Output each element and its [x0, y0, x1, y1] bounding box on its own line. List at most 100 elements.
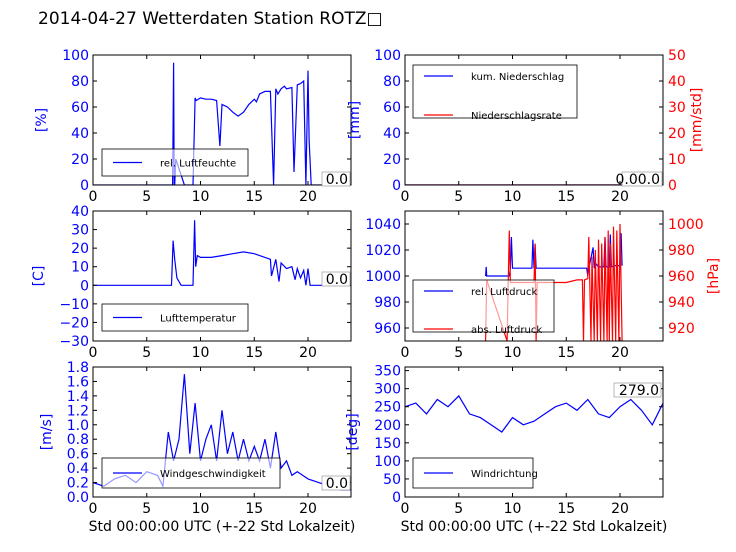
legend-label: Windrichtung [471, 469, 538, 480]
y-tick-label: 20 [71, 152, 89, 168]
x-tick-label: 15 [245, 501, 263, 517]
series-line-wind_dir-0 [405, 394, 663, 433]
y2-axis-label: [hPa] [706, 258, 722, 294]
x-axis-label: Std 00:00:00 UTC (+-22 Std Lokalzeit) [401, 519, 668, 535]
current-value: 0.0 [326, 172, 348, 188]
current-value-box [321, 171, 351, 187]
y2-tick-label: 40 [668, 74, 686, 90]
plot-frame [92, 366, 352, 498]
x-tick-label: 0 [401, 189, 410, 205]
chart-pressure: 0 5 10 15 20 960 980 1000 1020 1040 920 940 960 980 10… [365, 210, 722, 361]
y-tick-label: 100 [374, 48, 401, 64]
current-value-box [321, 475, 351, 491]
y-tick-label: 80 [383, 74, 401, 90]
legend: Lufttemperatur [101, 303, 249, 332]
x-tick-label: 0 [89, 501, 98, 517]
y-tick-label: 0.0 [67, 490, 89, 506]
x-tick-label: 0 [401, 345, 410, 361]
x-tick-label: 20 [299, 345, 317, 361]
y-tick-label: 0 [80, 178, 89, 194]
y-tick-label: 960 [374, 321, 401, 337]
x-tick-label: 10 [192, 501, 210, 517]
y-tick-label: 40 [71, 126, 89, 142]
x-tick-label: 15 [245, 345, 263, 361]
y2-tick-label: 940 [668, 295, 695, 311]
current-value: 0.0 [326, 476, 348, 492]
y-tick-label: 0 [392, 490, 401, 506]
y-tick-label: −10 [59, 297, 89, 313]
x-tick-label: 15 [557, 345, 575, 361]
x-tick-label: 15 [557, 501, 575, 517]
y-tick-label: 40 [383, 126, 401, 142]
legend-label: Lufttemperatur [160, 314, 237, 325]
legend: rel. Luftfeuchte [101, 148, 249, 177]
y-tick-label: 1.2 [67, 403, 89, 419]
x-tick-label: 0 [401, 501, 410, 517]
y-tick-label: 200 [374, 418, 401, 434]
current-value: 0.00.0 [615, 172, 660, 188]
current-value: 0.0 [326, 272, 348, 288]
legend: Windrichtung [412, 457, 538, 489]
y-axis-label: [m/s] [39, 414, 55, 451]
chart-precip: 0 5 10 15 20 0 20 40 60 80 100 0 10 20 30 40 50 [mm] [mm/s… [347, 48, 705, 205]
y-tick-label: 1000 [365, 269, 401, 285]
legend-label: abs. Luftdruck [471, 325, 542, 336]
current-value-box [621, 171, 663, 187]
current-value: 279.0 [619, 383, 659, 399]
y-tick-label: 150 [374, 436, 401, 452]
y-tick-label: −20 [59, 315, 89, 331]
legend-label: rel. Luftdruck [471, 287, 537, 298]
y-tick-label: 30 [71, 223, 89, 239]
y-tick-label: 10 [71, 260, 89, 276]
y2-tick-label: 20 [668, 126, 686, 142]
x-tick-label: 20 [611, 345, 629, 361]
y-tick-label: 250 [374, 400, 401, 416]
x-axis-label: Std 00:00:00 UTC (+-22 Std Lokalzeit) [89, 519, 356, 535]
y2-axis-label: [mm/std] [689, 88, 705, 153]
x-tick-label: 5 [454, 189, 463, 205]
x-tick-label: 5 [142, 345, 151, 361]
series-line-pressure-0 [485, 233, 623, 277]
y2-tick-label: 10 [668, 152, 686, 168]
x-tick-label: 5 [454, 501, 463, 517]
x-tick-label: 5 [142, 189, 151, 205]
x-tick-label: 20 [299, 189, 317, 205]
y-tick-label: 50 [383, 472, 401, 488]
y-tick-label: 350 [374, 364, 401, 380]
y2-tick-label: 0 [668, 178, 677, 194]
legend-box [412, 279, 555, 333]
plot-frame [92, 54, 352, 186]
y-tick-label: 1.0 [67, 418, 89, 434]
y-tick-label: 20 [383, 152, 401, 168]
x-tick-label: 20 [611, 501, 629, 517]
x-tick-label: 15 [245, 189, 263, 205]
y-tick-label: 60 [71, 100, 89, 116]
legend-box [412, 64, 578, 119]
y-tick-label: 1.8 [67, 360, 89, 376]
x-tick-label: 20 [299, 501, 317, 517]
y-tick-label: 300 [374, 382, 401, 398]
plot-frame [404, 366, 664, 498]
y-tick-label: 0.6 [67, 447, 89, 463]
y-tick-label: 40 [71, 204, 89, 220]
y-axis-label: [%] [34, 108, 50, 132]
y-tick-label: 100 [374, 454, 401, 470]
y-tick-label: 1.4 [67, 389, 89, 405]
plot-frame [404, 54, 664, 186]
y-axis-label: [mm] [347, 101, 363, 139]
legend: Windgeschwindigkeit [101, 457, 281, 489]
y2-tick-label: 960 [668, 269, 695, 285]
x-tick-label: 10 [192, 345, 210, 361]
y2-tick-label: 1000 [668, 217, 704, 233]
current-value-box [321, 271, 351, 287]
y-axis-label: [deg] [345, 413, 361, 450]
plot-frame [92, 210, 352, 342]
y-axis-label: [C] [31, 266, 47, 287]
y-tick-label: 980 [374, 295, 401, 311]
x-tick-label: 10 [504, 189, 522, 205]
legend-label: rel. Luftfeuchte [160, 159, 236, 170]
series-line-temperature-0 [93, 220, 351, 286]
current-value-box [613, 382, 662, 398]
